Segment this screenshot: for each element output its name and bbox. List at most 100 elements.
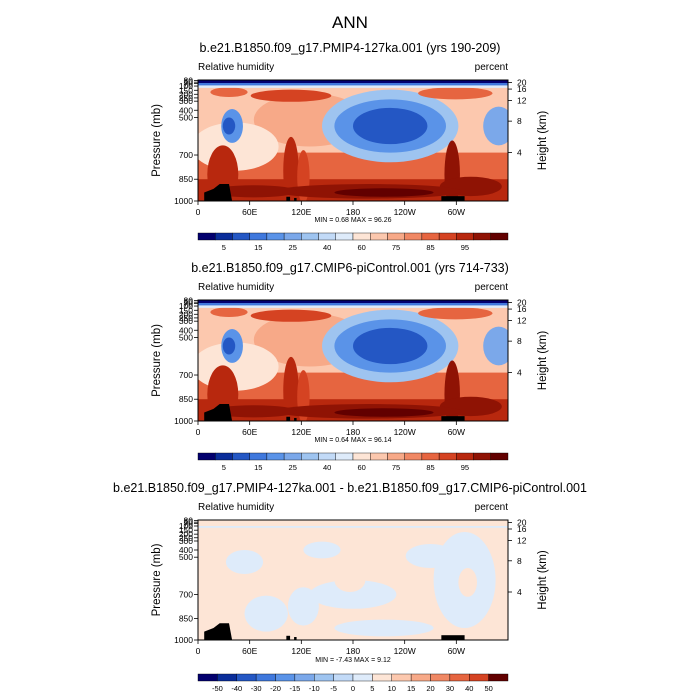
colorbar-box	[370, 232, 388, 241]
y-tick-label: 850	[179, 394, 193, 404]
units-label: percent	[475, 502, 509, 513]
colorbar-box	[473, 232, 491, 241]
height-tick-label: 4	[517, 148, 522, 158]
x-tick-label: 60E	[242, 646, 257, 656]
colorbar-label: 75	[392, 463, 400, 472]
y-tick-label: 30	[184, 515, 194, 525]
topography	[294, 637, 297, 640]
colorbar-box	[469, 673, 489, 682]
y-tick-label: 50	[184, 297, 194, 307]
contour-fill	[222, 337, 236, 355]
colorbar-box	[232, 232, 250, 241]
colorbar-box	[197, 232, 216, 241]
colorbar-label: 85	[426, 243, 434, 252]
contour-fill	[210, 307, 248, 317]
field-label: Relative humidity	[198, 62, 274, 73]
contour-fill	[225, 550, 264, 574]
colorbar-box	[404, 232, 423, 241]
topography	[204, 184, 233, 201]
colorbar-box	[301, 232, 319, 241]
x-tick-label: 120E	[291, 427, 311, 437]
colorbar-box	[488, 673, 509, 682]
x-tick-label: 120E	[291, 207, 311, 217]
colorbar-box	[314, 673, 334, 682]
panel-title: b.e21.B1850.f09_g17.CMIP6-piControl.001 …	[191, 261, 509, 275]
height-tick-label: 8	[517, 336, 522, 346]
colorbar-box	[490, 232, 509, 241]
colorbar-label: 40	[323, 243, 331, 252]
y-tick-label: 250	[179, 533, 193, 543]
colorbar-box	[232, 452, 250, 461]
colorbar-box	[197, 452, 216, 461]
colorbar-box	[335, 232, 354, 241]
topography	[286, 416, 291, 421]
colorbar-box	[236, 673, 257, 682]
colorbar-label: 60	[357, 463, 365, 472]
contour-fill	[198, 80, 508, 84]
y-tick-label: 70	[184, 518, 194, 528]
contour-fill	[244, 595, 288, 632]
colorbar-label: 15	[254, 243, 262, 252]
y-axis-label-right: Height (km)	[537, 111, 549, 171]
topography	[204, 623, 233, 640]
colorbar-box	[249, 232, 268, 241]
colorbar-box	[283, 232, 302, 241]
figure-title: ANN	[332, 13, 368, 32]
contour-fill	[283, 356, 299, 421]
contour-fill	[198, 83, 508, 86]
y-axis-label-right: Height (km)	[537, 331, 549, 391]
colorbar-box	[438, 452, 457, 461]
colorbar-label: 50	[484, 684, 492, 693]
y-tick-label: 70	[184, 78, 194, 88]
height-tick-label: 12	[517, 535, 527, 545]
height-tick-label: 16	[517, 304, 527, 314]
x-tick-label: 120W	[394, 646, 416, 656]
x-tick-label: 120W	[394, 207, 416, 217]
y-tick-label: 300	[179, 96, 193, 106]
panel-title: b.e21.B1850.f09_g17.PMIP4-127ka.001 (yrs…	[200, 41, 501, 55]
contour-fill	[287, 587, 319, 626]
contour-fill	[483, 106, 508, 146]
contour-fill	[309, 580, 397, 609]
colorbar-label: 40	[465, 684, 473, 693]
colorbar-box	[421, 452, 440, 461]
y-tick-label: 30	[184, 75, 194, 85]
y-tick-label: 200	[179, 309, 193, 319]
y-tick-label: 1000	[174, 416, 193, 426]
min-max-stats: MIN = -7.43 MAX = 9.12	[315, 657, 391, 664]
colorbar-label: 10	[388, 684, 396, 693]
height-tick-label: 16	[517, 84, 527, 94]
units-label: percent	[475, 282, 509, 293]
y-axis-label: Pressure (mb)	[151, 324, 163, 397]
y-tick-label: 70	[184, 298, 194, 308]
y-tick-label: 150	[179, 525, 193, 535]
y-tick-label: 700	[179, 589, 193, 599]
colorbar-label: 40	[323, 463, 331, 472]
colorbar-label: 75	[392, 243, 400, 252]
colorbar-box	[387, 232, 405, 241]
colorbar-box	[421, 232, 440, 241]
topography	[286, 635, 291, 640]
x-tick-label: 60E	[242, 207, 257, 217]
colorbar-box	[387, 452, 405, 461]
colorbar-box	[370, 452, 388, 461]
colorbar-label: 30	[446, 684, 454, 693]
colorbar-label: -20	[270, 684, 281, 693]
y-tick-label: 100	[179, 521, 193, 531]
height-tick-label: 4	[517, 587, 522, 597]
colorbar-box	[215, 232, 233, 241]
colorbar-label: -5	[330, 684, 337, 693]
contour-fill	[250, 309, 332, 322]
contour-fill	[334, 408, 434, 417]
colorbar-box	[335, 452, 354, 461]
contour-fill	[222, 117, 236, 135]
height-tick-label: 20	[517, 297, 527, 307]
y-tick-label: 700	[179, 150, 193, 160]
x-tick-label: 180	[346, 427, 360, 437]
x-tick-label: 0	[196, 207, 201, 217]
y-tick-label: 400	[179, 545, 193, 555]
colorbar-box	[255, 673, 276, 682]
y-axis-label-right: Height (km)	[537, 550, 549, 610]
colorbar-box	[215, 452, 233, 461]
colorbar-label: 85	[426, 463, 434, 472]
